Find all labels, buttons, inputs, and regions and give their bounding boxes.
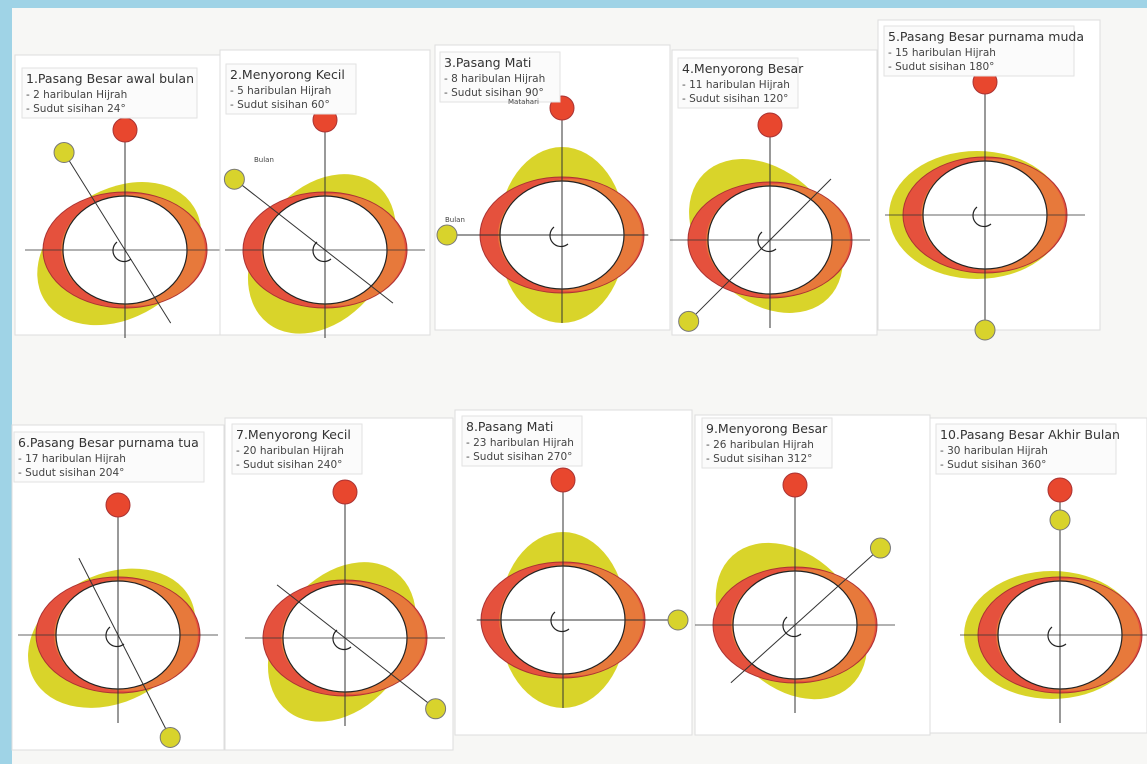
moon — [54, 142, 74, 162]
sun — [333, 480, 357, 504]
card-title: 5.Pasang Besar purnama muda — [888, 29, 1084, 44]
sun — [113, 118, 137, 142]
card: 6.Pasang Besar purnama tua - 17 haribulan… — [4, 425, 224, 750]
card-line: - 23 haribulan Hijrah — [466, 437, 574, 449]
card-line: - Sudut sisihan 312° — [706, 453, 812, 465]
card-line: - Sudut sisihan 60° — [230, 99, 330, 111]
card-line: - 20 haribulan Hijrah — [236, 445, 344, 457]
card: 3.Pasang Mati- 8 haribulan Hijrah- Sudut… — [435, 45, 670, 330]
card-title: 2.Menyorong Kecil — [230, 67, 345, 82]
card-line: - 5 haribulan Hijrah — [230, 85, 331, 97]
card-title: 7.Menyorong Kecil — [236, 427, 351, 442]
moon — [975, 320, 995, 340]
card: 2.Menyorong Kecil - 5 haribulan Hijrah - S… — [217, 50, 430, 363]
card-line: - Sudut sisihan 204° — [18, 467, 124, 479]
card-title: 10.Pasang Besar Akhir Bulan — [940, 427, 1120, 442]
card-line: - Sudut sisihan 180° — [888, 61, 994, 73]
card: 1.Pasang Besar awal bulan - 2 haribulan H… — [11, 55, 228, 355]
card: 10.Pasang Besar Akhir Bulan - 30 haribula… — [930, 418, 1147, 733]
moon — [668, 610, 688, 630]
card-line: - 17 haribulan Hijrah — [18, 453, 126, 465]
card-line: - 26 haribulan Hijrah — [706, 439, 814, 451]
card: 8.Pasang Mati - 23 haribulan Hijrah - Sudu… — [455, 410, 692, 735]
sun — [106, 493, 130, 517]
card-line: - Sudut sisihan 360° — [940, 459, 1046, 471]
sun — [1048, 478, 1072, 502]
border-top — [0, 0, 1147, 8]
sun — [551, 468, 575, 492]
sun — [758, 113, 782, 137]
card: 7.Menyorong Kecil - 20 haribulan Hijrah - … — [225, 418, 453, 751]
card-line: - 30 haribulan Hijrah — [940, 445, 1048, 457]
card-line: - 2 haribulan Hijrah — [26, 89, 127, 101]
diagram-label: Bulan — [254, 156, 274, 164]
card-line: - 8 haribulan Hijrah — [444, 73, 545, 85]
moon — [1050, 510, 1070, 530]
card: 5.Pasang Besar purnama muda - 15 haribula… — [878, 20, 1100, 340]
border-left — [0, 0, 12, 764]
moon — [679, 311, 699, 331]
card-title: 3.Pasang Mati — [444, 55, 531, 70]
card-line: - 11 haribulan Hijrah — [682, 79, 790, 91]
diagram-label: Matahari — [508, 98, 539, 106]
card-title: 1.Pasang Besar awal bulan — [26, 71, 194, 86]
diagram-label: Bulan — [445, 216, 465, 224]
moon — [224, 169, 244, 189]
card-title: 8.Pasang Mati — [466, 419, 553, 434]
card: 9.Menyorong Besar - 26 haribulan Hijrah - … — [685, 415, 930, 735]
moon — [160, 727, 180, 747]
moon — [437, 225, 457, 245]
sun — [783, 473, 807, 497]
card-title: 6.Pasang Besar purnama tua — [18, 435, 199, 450]
moon — [426, 699, 446, 719]
board: 1.Pasang Besar awal bulan - 2 haribulan H… — [0, 0, 1147, 764]
card-line: - 15 haribulan Hijrah — [888, 47, 996, 59]
card: 4.Menyorong Besar - 11 haribulan Hijrah - … — [659, 50, 877, 343]
card-line: - Sudut sisihan 270° — [466, 451, 572, 463]
card-title: 9.Menyorong Besar — [706, 421, 828, 436]
card-line: - Sudut sisihan 240° — [236, 459, 342, 471]
moon — [870, 538, 890, 558]
card-line: - Sudut sisihan 24° — [26, 103, 126, 115]
card-line: - Sudut sisihan 120° — [682, 93, 788, 105]
card-title: 4.Menyorong Besar — [682, 61, 804, 76]
